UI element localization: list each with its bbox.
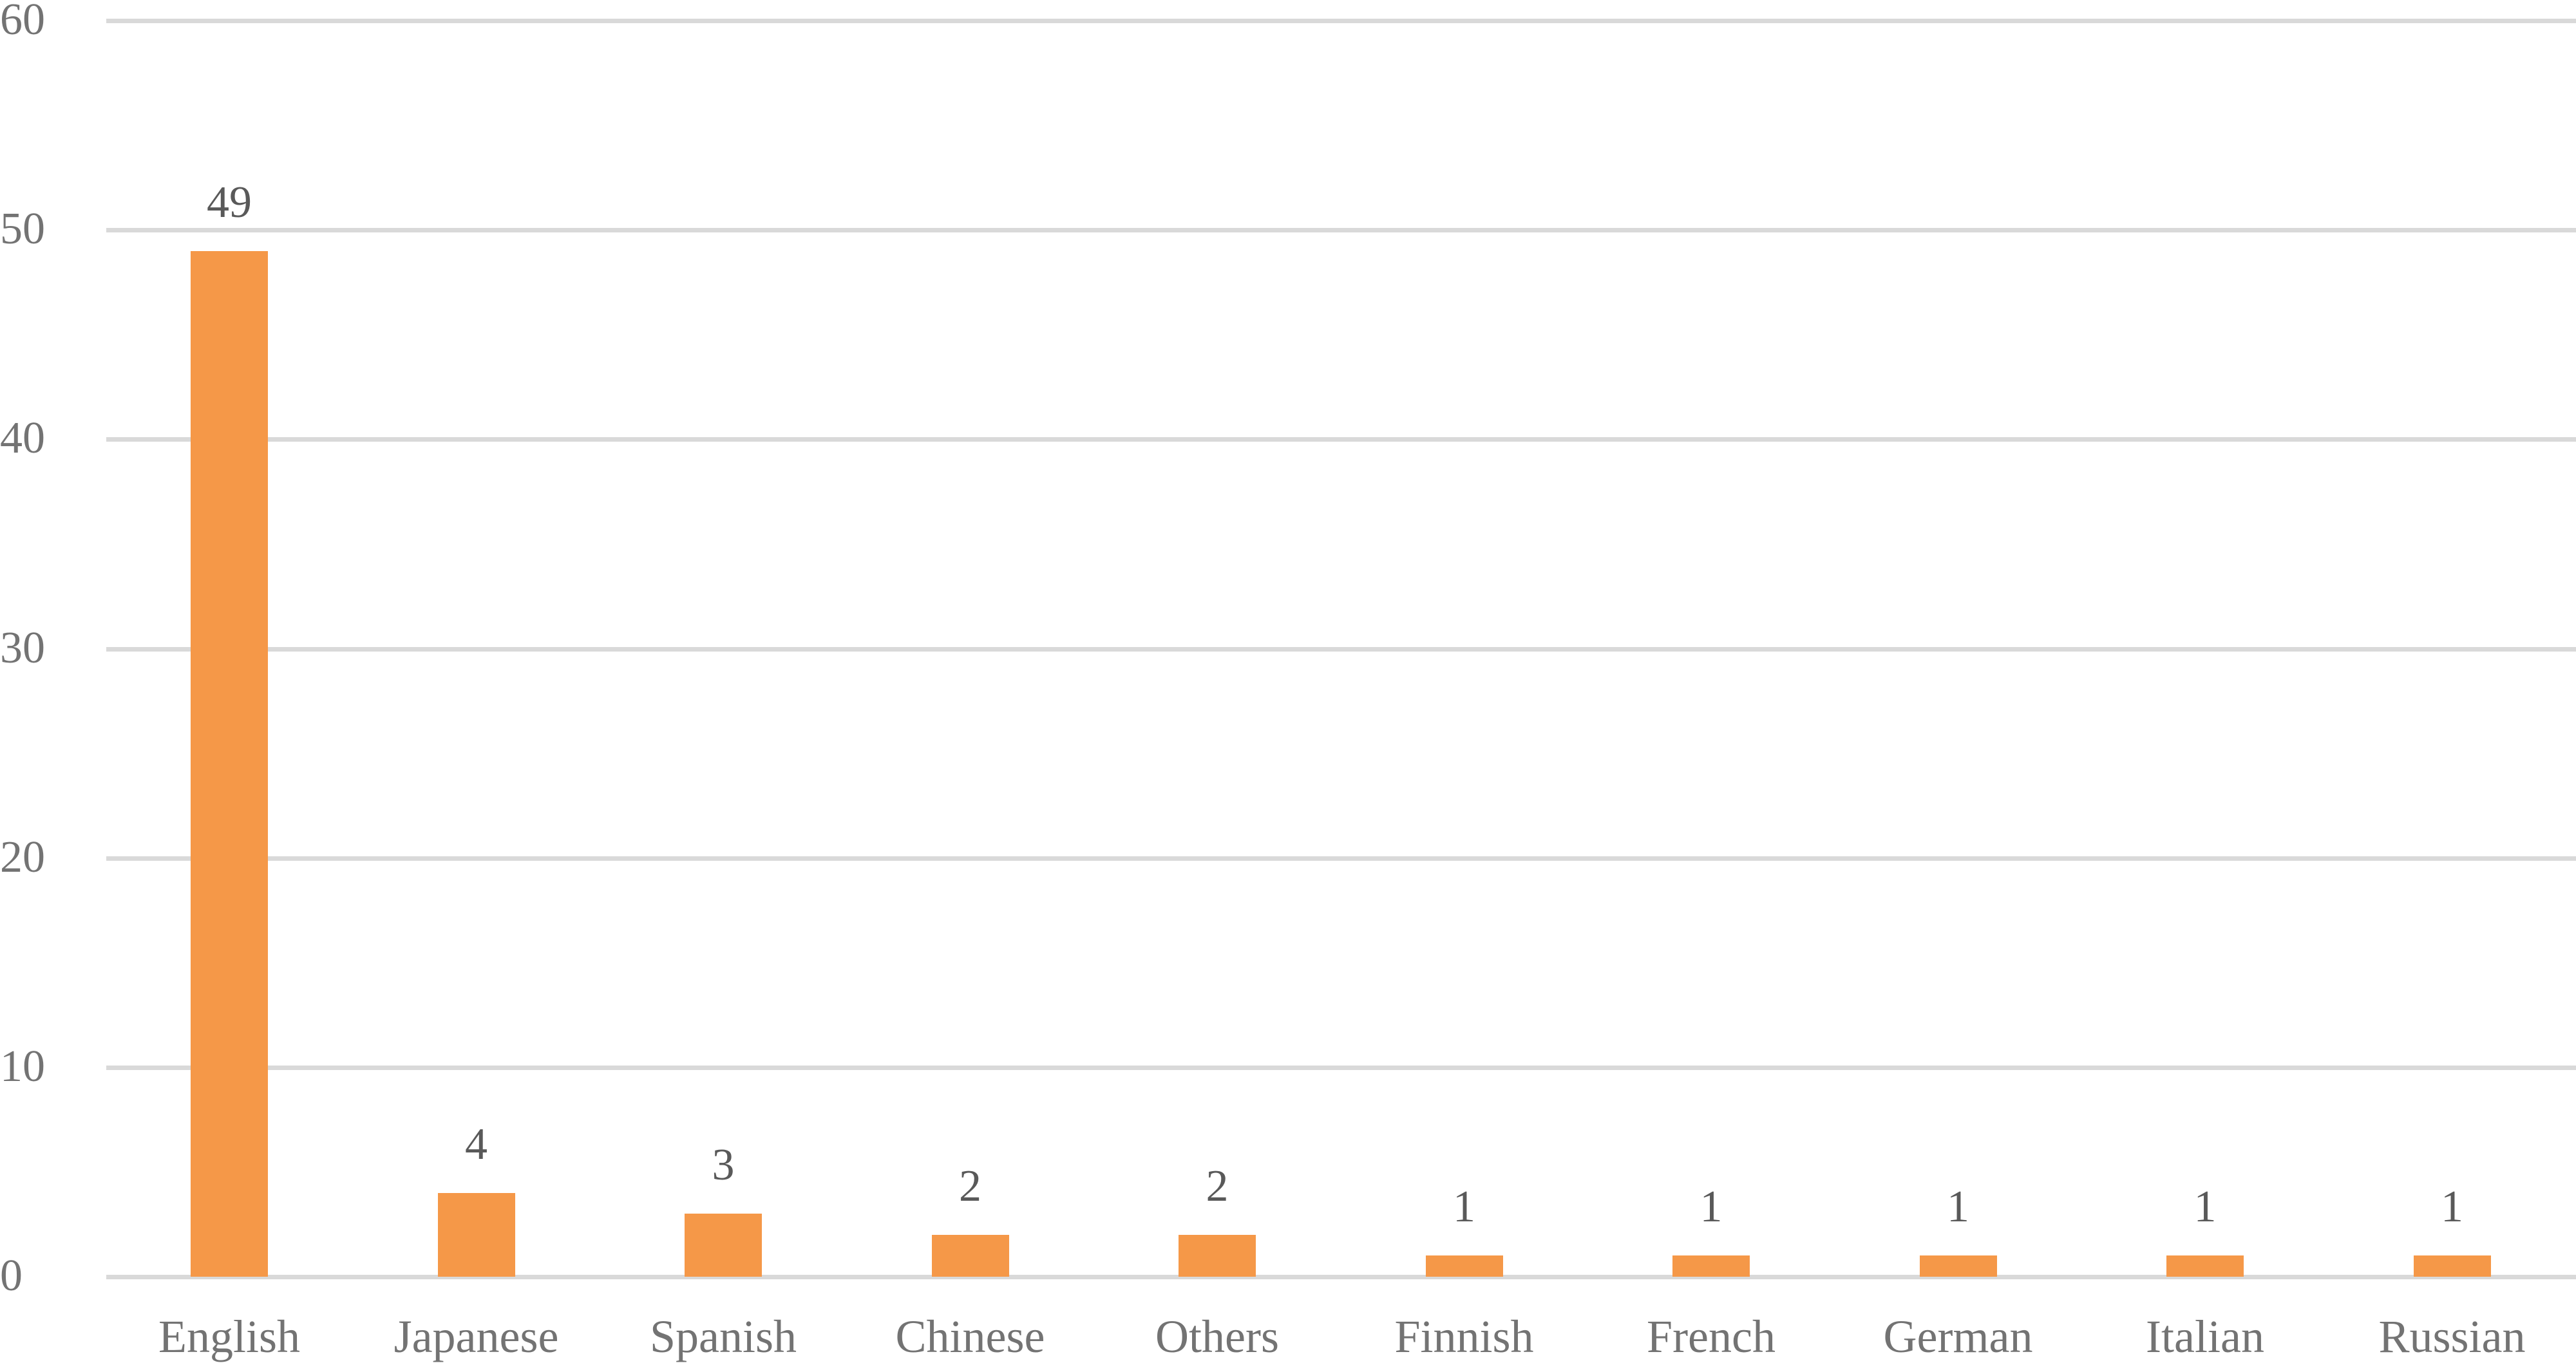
y-tick-label: 40: [0, 413, 45, 464]
y-tick-label: 60: [0, 0, 45, 44]
gridline: [106, 437, 2576, 442]
bar-others: [1179, 1234, 1256, 1277]
data-label: 1: [2441, 1182, 2463, 1232]
data-label: 2: [959, 1161, 981, 1211]
x-tick-label: German: [1883, 1311, 2033, 1362]
bar-finnish: [1425, 1255, 1503, 1277]
data-label: 1: [2193, 1182, 2217, 1232]
data-label: 1: [1947, 1182, 1969, 1232]
gridline: [106, 1065, 2576, 1070]
x-tick-label: Chinese: [895, 1311, 1045, 1362]
bar-german: [1919, 1255, 1997, 1277]
bar-french: [1672, 1255, 1750, 1277]
x-tick-label: Russian: [2378, 1311, 2526, 1362]
x-tick-label: Japanese: [393, 1311, 559, 1362]
y-tick-label: 10: [0, 1041, 45, 1091]
bar-italian: [2166, 1255, 2244, 1277]
y-tick-label: 20: [0, 832, 45, 882]
data-label: 3: [712, 1140, 735, 1190]
bar-russian: [2413, 1255, 2491, 1277]
y-tick-label: 50: [0, 204, 45, 254]
data-label: 1: [1700, 1182, 1723, 1232]
data-label: 4: [465, 1119, 488, 1169]
gridline: [106, 1275, 2576, 1279]
y-tick-label: 0: [0, 1251, 23, 1301]
data-label: 2: [1206, 1161, 1229, 1211]
x-tick-label: English: [158, 1311, 300, 1362]
x-tick-label: Finnish: [1394, 1311, 1534, 1362]
bar-spanish: [685, 1214, 762, 1277]
gridline: [106, 19, 2576, 23]
data-label: 1: [1453, 1182, 1475, 1232]
gridline: [106, 856, 2576, 861]
bar-chinese: [931, 1234, 1009, 1277]
y-tick-label: 30: [0, 623, 45, 673]
bar-english: [191, 250, 268, 1277]
gridline: [106, 228, 2576, 233]
gridline: [106, 646, 2576, 652]
x-tick-label: Others: [1155, 1311, 1279, 1362]
bar-japanese: [437, 1192, 515, 1277]
data-label: 49: [207, 177, 252, 227]
x-tick-label: Italian: [2146, 1311, 2264, 1362]
x-tick-label: Spanish: [649, 1311, 797, 1362]
x-tick-label: French: [1647, 1311, 1776, 1362]
